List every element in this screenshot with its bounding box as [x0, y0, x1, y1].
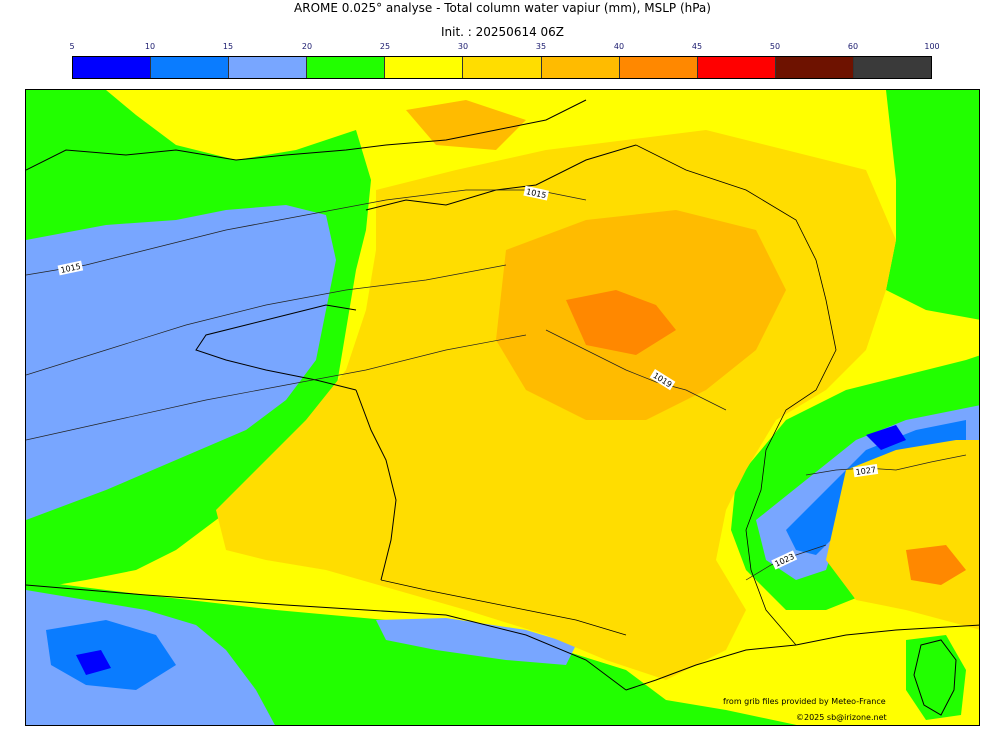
colorbar-segment-50-60	[775, 57, 854, 78]
colorbar-tick: 40	[613, 42, 625, 51]
colorbar-segment-35-40	[541, 57, 620, 78]
isobar-label: 1015	[523, 185, 549, 201]
water-vapour-map[interactable]: 1015 1015 1019 1027 1023	[25, 89, 980, 726]
field-green-northeast	[886, 90, 979, 320]
isobar-west-3	[26, 334, 527, 441]
init-time: Init. : 20250614 06Z	[440, 25, 565, 39]
colorbar-segment-15-20	[229, 57, 308, 78]
isobar-west-2	[26, 264, 507, 376]
map-canvas: 1015 1015 1019 1027 1023	[26, 90, 979, 725]
colorbar-segment-40-45	[619, 57, 698, 78]
coastline-biscay	[355, 389, 397, 581]
colorbar-tick: 15	[222, 42, 234, 51]
border-pyrenees	[380, 579, 627, 636]
colorbar-segment-45-50	[697, 57, 776, 78]
colorbar-tick: 35	[535, 42, 547, 51]
coastline-spain	[26, 584, 627, 691]
isobar-1015-west	[26, 189, 587, 276]
coastline-mediterranean	[625, 624, 979, 691]
svg-text:1015: 1015	[60, 262, 82, 275]
coastline-corsica	[913, 639, 957, 716]
colorbar-segment-10-15	[151, 57, 230, 78]
coastline-england	[26, 99, 587, 171]
colorbar-segment-5-10	[73, 57, 152, 78]
colorbar-tick: 30	[457, 42, 469, 51]
field-blue-alps-core	[786, 420, 966, 555]
colorbar-tick: 10	[144, 42, 156, 51]
colorbar-segment-30-35	[463, 57, 542, 78]
colorbar-tick: 60	[847, 42, 859, 51]
svg-text:1015: 1015	[525, 187, 547, 200]
coastline-brittany	[195, 304, 357, 391]
field-lightblue-pyrenees	[376, 618, 576, 665]
field-orange-provence	[906, 545, 966, 585]
isobar-1027	[805, 454, 967, 476]
field-darkblue-spain	[76, 650, 111, 675]
isobar-label: 1015	[57, 260, 84, 276]
colorbar-tick: 5	[69, 42, 75, 51]
isobar-1019	[545, 329, 727, 411]
field-orange-lorraine	[566, 290, 676, 355]
copyright-credit: ©2025 sb@irizone.net	[796, 713, 887, 722]
colorbar-segment-60-100	[853, 57, 932, 78]
field-blue-spain-core	[46, 620, 176, 690]
field-green-corsica	[906, 635, 966, 720]
map-title: AROME 0.025° analyse - Total column wate…	[294, 1, 711, 15]
colorbar-tick: 50	[769, 42, 781, 51]
colorbar-segment-25-30	[385, 57, 464, 78]
field-amber-channel	[406, 100, 526, 150]
colorbar	[72, 56, 932, 79]
field-lightblue-atlantic	[26, 205, 336, 520]
svg-text:1027: 1027	[855, 465, 876, 477]
colorbar-tick: 100	[924, 42, 940, 51]
border-france-east	[635, 144, 837, 646]
colorbar-tick: 45	[691, 42, 703, 51]
data-source-credit: from grib files provided by Meteo-France	[723, 697, 886, 706]
colorbar-tick: 20	[301, 42, 313, 51]
field-darkblue-alps	[866, 425, 906, 450]
colorbar-tick: 25	[379, 42, 391, 51]
colorbar-segment-20-25	[307, 57, 386, 78]
isobar-label: 1027	[853, 464, 879, 478]
